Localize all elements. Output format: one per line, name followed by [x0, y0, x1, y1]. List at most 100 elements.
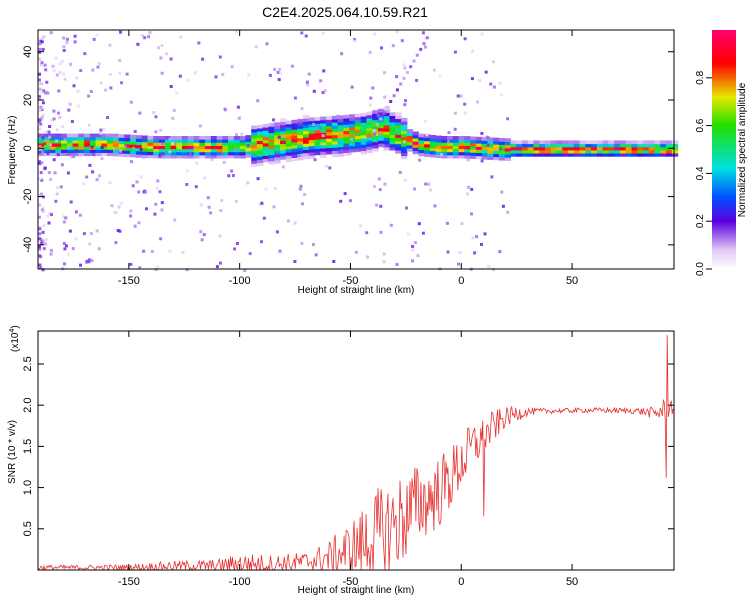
- spectrogram-cell: [500, 190, 504, 194]
- spectrogram-cell: [187, 154, 195, 159]
- spectrogram-cell: [337, 124, 344, 129]
- spectrogram-cell: [501, 204, 505, 208]
- spectrogram-cell: [274, 159, 281, 164]
- spectrogram-cell: [320, 148, 327, 152]
- spectrogram-cell: [256, 137, 264, 141]
- spectrogram-cell: [280, 121, 287, 126]
- spectrogram-cell: [527, 146, 535, 151]
- spectrogram-cell: [440, 153, 444, 157]
- spectrogram-cell: [401, 117, 408, 122]
- spectrogram-cell: [40, 115, 44, 119]
- spectrogram-cell: [97, 247, 101, 251]
- spectrogram-cell: [118, 143, 126, 148]
- spectrogram-cell: [50, 118, 54, 122]
- spectrogram-cell: [209, 211, 213, 215]
- spectrogram-cell: [54, 56, 58, 60]
- spectrogram-cell: [49, 143, 56, 147]
- spectrogram-cell: [43, 143, 51, 147]
- spectrogram-cell: [124, 140, 131, 145]
- spectrogram-cell: [285, 133, 293, 137]
- spectrogram-cell: [251, 150, 258, 155]
- spectrogram-cell: [435, 154, 442, 159]
- spectrogram-cell: [233, 148, 241, 153]
- spectrogram-cell: [39, 63, 43, 67]
- spectrogram-cell: [55, 149, 62, 153]
- spectrogram-cell: [447, 154, 454, 159]
- spectrogram-cell: [46, 214, 50, 218]
- spectrogram-cell: [498, 138, 506, 142]
- spectrogram-cell: [221, 152, 224, 156]
- spectrogram-cell: [625, 143, 633, 148]
- spectrogram-cell: [401, 130, 408, 135]
- spectrogram-cell: [118, 146, 126, 151]
- spectrogram-cell: [48, 212, 52, 216]
- spectrogram-cell: [332, 260, 336, 263]
- spectrogram-cell: [458, 136, 465, 140]
- spectrogram-cell: [412, 147, 419, 151]
- spectrogram-cell: [568, 146, 575, 151]
- spectrogram-cell: [481, 152, 488, 157]
- spectrogram-cell: [95, 178, 99, 182]
- spectrogram-cell: [463, 102, 467, 106]
- spectrogram-cell: [366, 111, 373, 116]
- spectrogram-cell: [349, 145, 356, 150]
- spectrogram-cell: [272, 205, 276, 209]
- spectrogram-cell: [464, 136, 471, 140]
- spectrogram-cell: [383, 109, 391, 113]
- spectrogram-cell: [262, 149, 270, 153]
- spectrogram-y-ticks: -40 -20 0 20 40: [22, 46, 674, 253]
- spectrogram-cell: [124, 134, 131, 139]
- spectrogram-cell: [432, 68, 436, 72]
- spectrogram-cell: [72, 143, 79, 147]
- spectrogram-cell: [199, 203, 203, 207]
- x-tick-label: -50: [343, 275, 359, 287]
- spectrogram-cell: [498, 156, 506, 161]
- spectrogram-cell: [331, 153, 339, 158]
- spectrogram-cell: [459, 94, 463, 98]
- spectrogram-cell: [354, 138, 362, 143]
- spectrogram-cell: [125, 72, 129, 76]
- spectrogram-cell: [402, 140, 406, 144]
- spectrogram-cell: [268, 141, 275, 146]
- spectrogram-cell: [372, 138, 379, 143]
- spectrogram-cell: [375, 123, 379, 127]
- spectrogram-cell: [256, 146, 264, 151]
- spectrogram-cell: [130, 150, 137, 155]
- spectrogram-cell: [458, 148, 465, 153]
- spectrogram-cell: [222, 136, 229, 140]
- spectrogram-cell: [441, 136, 448, 140]
- spectrogram-cell: [159, 56, 163, 60]
- spectrogram-cell: [193, 142, 200, 146]
- spectrogram-cell: [354, 119, 362, 124]
- spectrogram-cell: [109, 86, 113, 90]
- spectrogram-cell: [41, 208, 44, 212]
- spectrogram-cell: [326, 147, 333, 152]
- spectrogram-cell: [251, 147, 258, 152]
- spectrogram-cell: [323, 89, 327, 93]
- spectrogram-cell: [107, 149, 114, 153]
- spectrogram-cell: [438, 74, 442, 78]
- spectrogram-cell: [239, 151, 247, 156]
- spectrogram-cell: [383, 143, 391, 148]
- spectrogram-cell: [487, 153, 494, 157]
- spectrogram-cell: [218, 234, 222, 238]
- spectrogram-cell: [487, 140, 494, 145]
- spectrogram-cell: [99, 81, 103, 85]
- spectrogram-cell: [170, 151, 177, 156]
- spectrogram-cell: [328, 166, 332, 170]
- spectrogram-cell: [498, 144, 506, 148]
- spectrogram-cell: [210, 142, 218, 146]
- y-tick-label: 40: [22, 46, 34, 58]
- spectrogram-cell: [303, 130, 310, 135]
- spectrogram-cell: [424, 36, 428, 40]
- spectrogram-cell: [293, 221, 297, 225]
- spectrogram-cell: [66, 133, 74, 138]
- spectrogram-cell: [49, 146, 56, 150]
- spectrogram-cell: [108, 43, 112, 47]
- spectrogram-cell: [452, 151, 460, 156]
- spectrogram-cell: [38, 203, 42, 207]
- spectrogram-cell: [377, 127, 385, 132]
- spectrogram-cell: [545, 149, 552, 154]
- spectrogram-cell: [349, 126, 356, 131]
- spectrogram-cell: [382, 260, 386, 264]
